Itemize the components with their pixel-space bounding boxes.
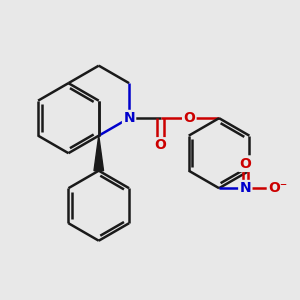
Text: O: O xyxy=(183,111,195,125)
Text: N: N xyxy=(123,111,135,125)
Text: N: N xyxy=(239,181,251,195)
Text: O⁻: O⁻ xyxy=(268,181,287,195)
Polygon shape xyxy=(94,136,104,171)
Text: O: O xyxy=(239,157,251,171)
Text: O: O xyxy=(155,139,167,152)
